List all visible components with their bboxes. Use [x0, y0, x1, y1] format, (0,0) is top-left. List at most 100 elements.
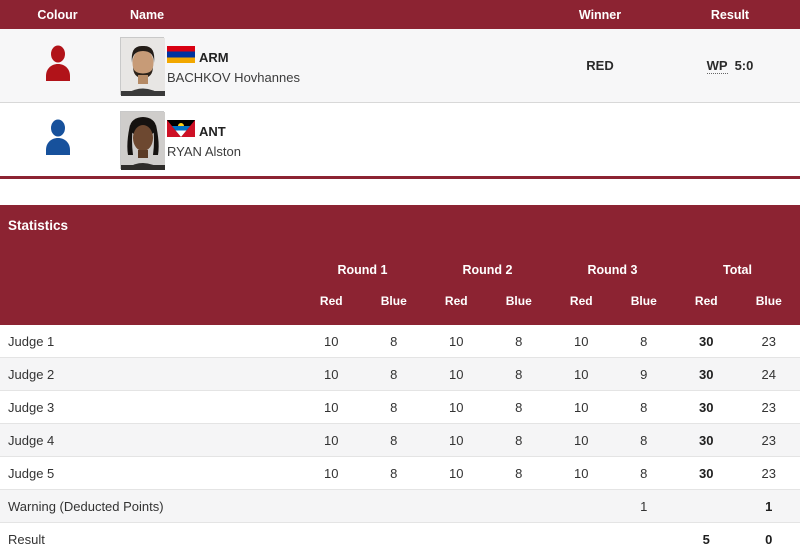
stats-value: 8 [640, 399, 648, 415]
red-noc-line: ARM [167, 46, 300, 68]
bout-table-header: Colour Name Winner Result [0, 0, 800, 29]
statistics-header: Statistics Round 1 Round 2 Round 3 Total… [0, 205, 800, 325]
red-name-cell: ARM BACHKOV Hovhannes [115, 36, 540, 96]
stats-row-label: Warning (Deducted Points) [8, 498, 164, 514]
stats-value: 10 [324, 366, 339, 382]
blue-boxer-name: RYAN Alston [167, 144, 241, 159]
stats-value: 8 [515, 399, 523, 415]
stats-value: 9 [640, 366, 648, 382]
stats-value: 8 [515, 465, 523, 481]
bout-row-red: ARM BACHKOV Hovhannes RED WP 5:0 [0, 29, 800, 103]
stats-value: 8 [390, 465, 398, 481]
column-header-name: Name [130, 7, 165, 22]
stats-value: 8 [640, 333, 648, 349]
stats-value: 1 [765, 498, 773, 514]
round1-red-header: Red [319, 294, 343, 308]
red-person-icon [44, 45, 72, 86]
stats-value: 10 [574, 432, 589, 448]
stats-value: 10 [574, 399, 589, 415]
stats-value: 8 [390, 333, 398, 349]
result-score: 5:0 [734, 58, 754, 73]
stats-value: 30 [699, 432, 714, 448]
stats-value: 10 [324, 465, 339, 481]
round3-blue-header: Blue [630, 294, 657, 308]
column-header-result: Result [710, 7, 750, 22]
stats-value: 10 [324, 432, 339, 448]
round-header-spacer [0, 263, 300, 278]
stats-row-label: Judge 5 [8, 465, 55, 481]
stats-value: 8 [515, 432, 523, 448]
stats-row: Judge 4 10 8 10 8 10 8 30 23 [0, 424, 800, 457]
red-noc-code: ARM [199, 49, 229, 65]
stats-row-label: Result [8, 531, 45, 547]
column-header-winner: Winner [578, 7, 622, 22]
stats-row: Judge 3 10 8 10 8 10 8 30 23 [0, 391, 800, 424]
total-header: Total [723, 263, 752, 277]
antigua-flag-icon [167, 120, 195, 142]
stats-value: 10 [449, 399, 464, 415]
sub-header-spacer [0, 294, 300, 309]
blue-noc-code: ANT [199, 123, 226, 139]
round-1-header: Round 1 [337, 263, 388, 277]
column-header-colour: Colour [37, 7, 78, 22]
blue-corner-cell [0, 119, 115, 160]
stats-value: 8 [390, 399, 398, 415]
round-3-header: Round 3 [587, 263, 638, 277]
blue-name-cell: ANT RYAN Alston [115, 110, 540, 170]
blue-noc-line: ANT [167, 120, 241, 142]
stats-value: 10 [449, 465, 464, 481]
stats-value: 5 [702, 531, 710, 547]
round-2-header: Round 2 [462, 263, 513, 277]
red-boxer-name: BACHKOV Hovhannes [167, 70, 300, 85]
red-blue-header-row: Red Blue Red Blue Red Blue Red Blue [0, 294, 800, 309]
stats-value: 10 [449, 432, 464, 448]
statistics-title: Statistics [8, 218, 69, 233]
stats-value: 23 [761, 399, 776, 415]
round2-red-header: Red [444, 294, 468, 308]
stats-value: 10 [574, 366, 589, 382]
boxer-photo-red [120, 36, 165, 96]
stats-row: Judge 1 10 8 10 8 10 8 30 23 [0, 325, 800, 358]
stats-value: 10 [449, 333, 464, 349]
stats-value: 10 [324, 399, 339, 415]
total-red-header: Red [694, 294, 718, 308]
red-corner-cell [0, 45, 115, 86]
stats-value: 30 [699, 366, 714, 382]
statistics-section: Statistics Round 1 Round 2 Round 3 Total… [0, 205, 800, 550]
blue-name-block: ANT RYAN Alston [167, 120, 241, 159]
round1-blue-header: Blue [380, 294, 407, 308]
stats-value: 30 [699, 333, 714, 349]
stats-value: 30 [699, 399, 714, 415]
result-value: WP 5:0 [660, 58, 800, 74]
stats-row-label: Judge 2 [8, 366, 55, 382]
stats-row-label: Judge 1 [8, 333, 55, 349]
winner-value: RED [586, 58, 614, 73]
stats-row: Warning (Deducted Points) 1 1 [0, 490, 800, 523]
section-divider [0, 179, 800, 205]
boxer-photo-blue [120, 110, 165, 170]
stats-value: 30 [699, 465, 714, 481]
stats-value: 8 [515, 333, 523, 349]
stats-row-label: Judge 4 [8, 432, 55, 448]
stats-value: 0 [765, 531, 773, 547]
stats-value: 8 [390, 432, 398, 448]
stats-value: 23 [761, 465, 776, 481]
red-name-block: ARM BACHKOV Hovhannes [167, 46, 300, 85]
armenia-flag-icon [167, 46, 195, 68]
statistics-body: Judge 1 10 8 10 8 10 8 30 23 Judge 2 10 8 10 8 10 9 30 24… [0, 325, 800, 550]
bout-table: Colour Name Winner Result [0, 0, 800, 179]
round3-red-header: Red [569, 294, 593, 308]
stats-value: 8 [390, 366, 398, 382]
stats-value: 23 [761, 432, 776, 448]
stats-value: 10 [574, 333, 589, 349]
stats-row-label: Judge 3 [8, 399, 55, 415]
stats-row: Result 5 0 [0, 523, 800, 550]
result-abbreviation[interactable]: WP [706, 58, 728, 74]
stats-value: 8 [640, 432, 648, 448]
total-blue-header: Blue [755, 294, 782, 308]
stats-row: Judge 5 10 8 10 8 10 8 30 23 [0, 457, 800, 490]
blue-person-icon [44, 119, 72, 160]
round-header-row: Round 1 Round 2 Round 3 Total [0, 263, 800, 278]
stats-value: 8 [640, 465, 648, 481]
round2-blue-header: Blue [505, 294, 532, 308]
